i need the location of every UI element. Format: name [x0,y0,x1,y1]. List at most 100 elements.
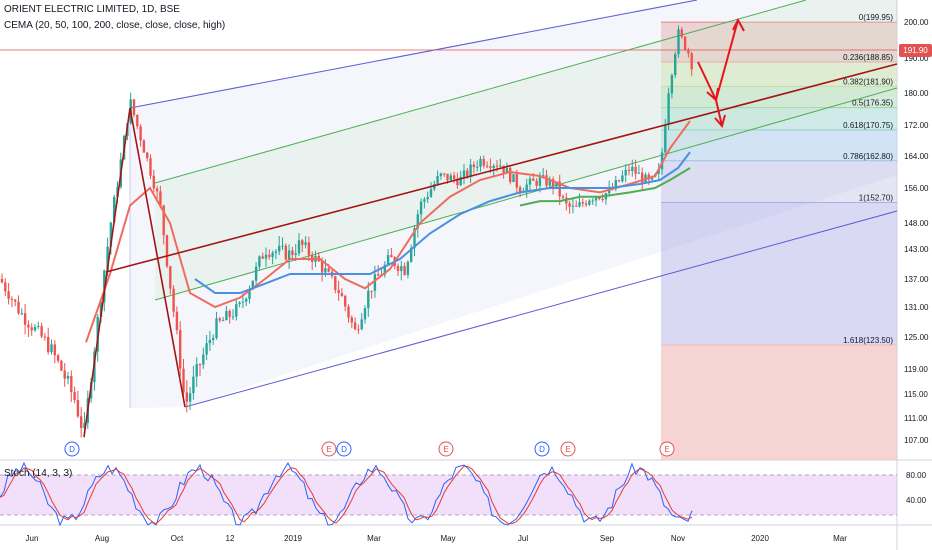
candle-body [466,170,469,176]
candle-body [344,296,347,307]
candle-body [245,298,248,302]
fib-zone [661,160,897,203]
candle-body [14,299,17,302]
candle-body [479,159,482,167]
candle-body [56,355,60,361]
candle-body [337,290,340,294]
candle-body [80,416,83,429]
time-tick-label: Jul [518,534,528,543]
candle-body [205,343,208,355]
candle-body [634,166,637,174]
candle-body [139,126,142,141]
time-tick-label: Mar [367,534,381,543]
fib-level-label: 0.382(181.90) [843,77,893,86]
candle-body [47,336,50,353]
candle-body [99,301,103,317]
candle-body [113,197,116,223]
fib-level-label: 0(199.95) [859,13,894,22]
candle-body [429,189,433,197]
candle-body [403,266,406,275]
candle-body [198,364,202,366]
stoch-tick-label: 80.00 [906,471,927,480]
candle-body [575,205,578,207]
candle-body [446,173,449,181]
candle-body [258,256,261,267]
candle-body [687,49,690,54]
fib-level-label: 0.236(188.85) [843,53,893,62]
candle-body [396,265,400,271]
event-marker-earnings [659,441,675,457]
candle-body [456,178,459,186]
candle-body [373,274,377,291]
stoch-d-line [0,465,693,525]
candle-body [73,392,76,401]
candle-body [452,175,456,179]
inner-channel-lower-line [154,87,898,301]
candle-body [410,247,413,262]
time-tick-label: Oct [171,534,184,543]
candle-body [182,368,185,393]
candle-body [225,310,228,321]
candle-body [320,261,324,273]
price-tick-label: 180.00 [904,89,929,98]
candle-body [208,339,212,344]
candle-body [568,203,571,207]
time-tick-label: Mar [833,534,847,543]
candle-body [301,240,304,245]
stoch-tick-label: 40.00 [906,496,927,505]
event-marker-dividend [64,441,80,457]
candle-body [235,304,238,317]
time-tick-label: Aug [95,534,109,543]
stoch-axis: 80.00 40.00 [906,471,927,505]
candle-body [40,326,43,337]
fib-level-label: 0.5(176.35) [852,99,893,108]
candle-body [268,254,271,257]
candle-body [390,255,393,258]
candle-body [449,175,452,181]
event-marker-label: E [443,445,448,454]
ema50-line [194,151,691,294]
event-marker-earnings [560,441,576,457]
candle-body [297,240,301,254]
fib-level-label: 0.618(170.75) [843,121,893,130]
candle-body [10,298,14,300]
candle-body [106,246,109,271]
candle-body [617,180,621,182]
candle-body [50,344,53,353]
price-tick-label: 137.00 [904,275,929,284]
candle-body [350,317,353,323]
price-tick-label: 190.00 [904,54,929,63]
candle-body [66,375,70,379]
candle-body [165,235,169,267]
candle-body [627,169,631,171]
event-marker-dividend [534,441,550,457]
candle-body [37,326,40,328]
candle-body [489,166,492,169]
candle-body [512,174,515,183]
candle-body [571,205,575,207]
candle-body [360,319,363,330]
price-tick-label: 164.00 [904,152,929,161]
candle-body [631,166,634,171]
event-marker-dividend [336,441,352,457]
price-tick-label: 172.00 [904,121,929,130]
candle-body [241,301,245,303]
candle-body [155,188,159,192]
candle-body [545,175,548,186]
candle-body [284,245,287,260]
candle-body [555,181,558,187]
candle-body [690,53,693,70]
candle-body [278,245,281,252]
candle-body [221,320,225,322]
event-marker-label: D [341,445,347,454]
fib-level-label: 1(152.70) [859,193,894,202]
candle-body [469,164,472,176]
candle-body [528,178,532,185]
candle-body [413,228,416,248]
candle-body [149,158,152,176]
candle-body [192,376,195,394]
event-marker-label: E [326,445,331,454]
candle-body [377,274,380,276]
